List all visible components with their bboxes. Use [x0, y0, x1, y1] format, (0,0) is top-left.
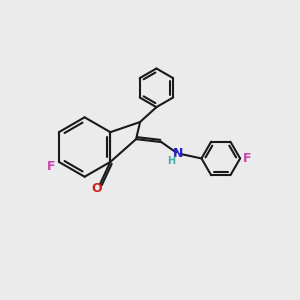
Text: O: O [92, 182, 102, 195]
Text: F: F [242, 152, 251, 165]
Text: H: H [167, 156, 175, 166]
Text: F: F [47, 160, 56, 173]
Text: N: N [172, 148, 183, 160]
